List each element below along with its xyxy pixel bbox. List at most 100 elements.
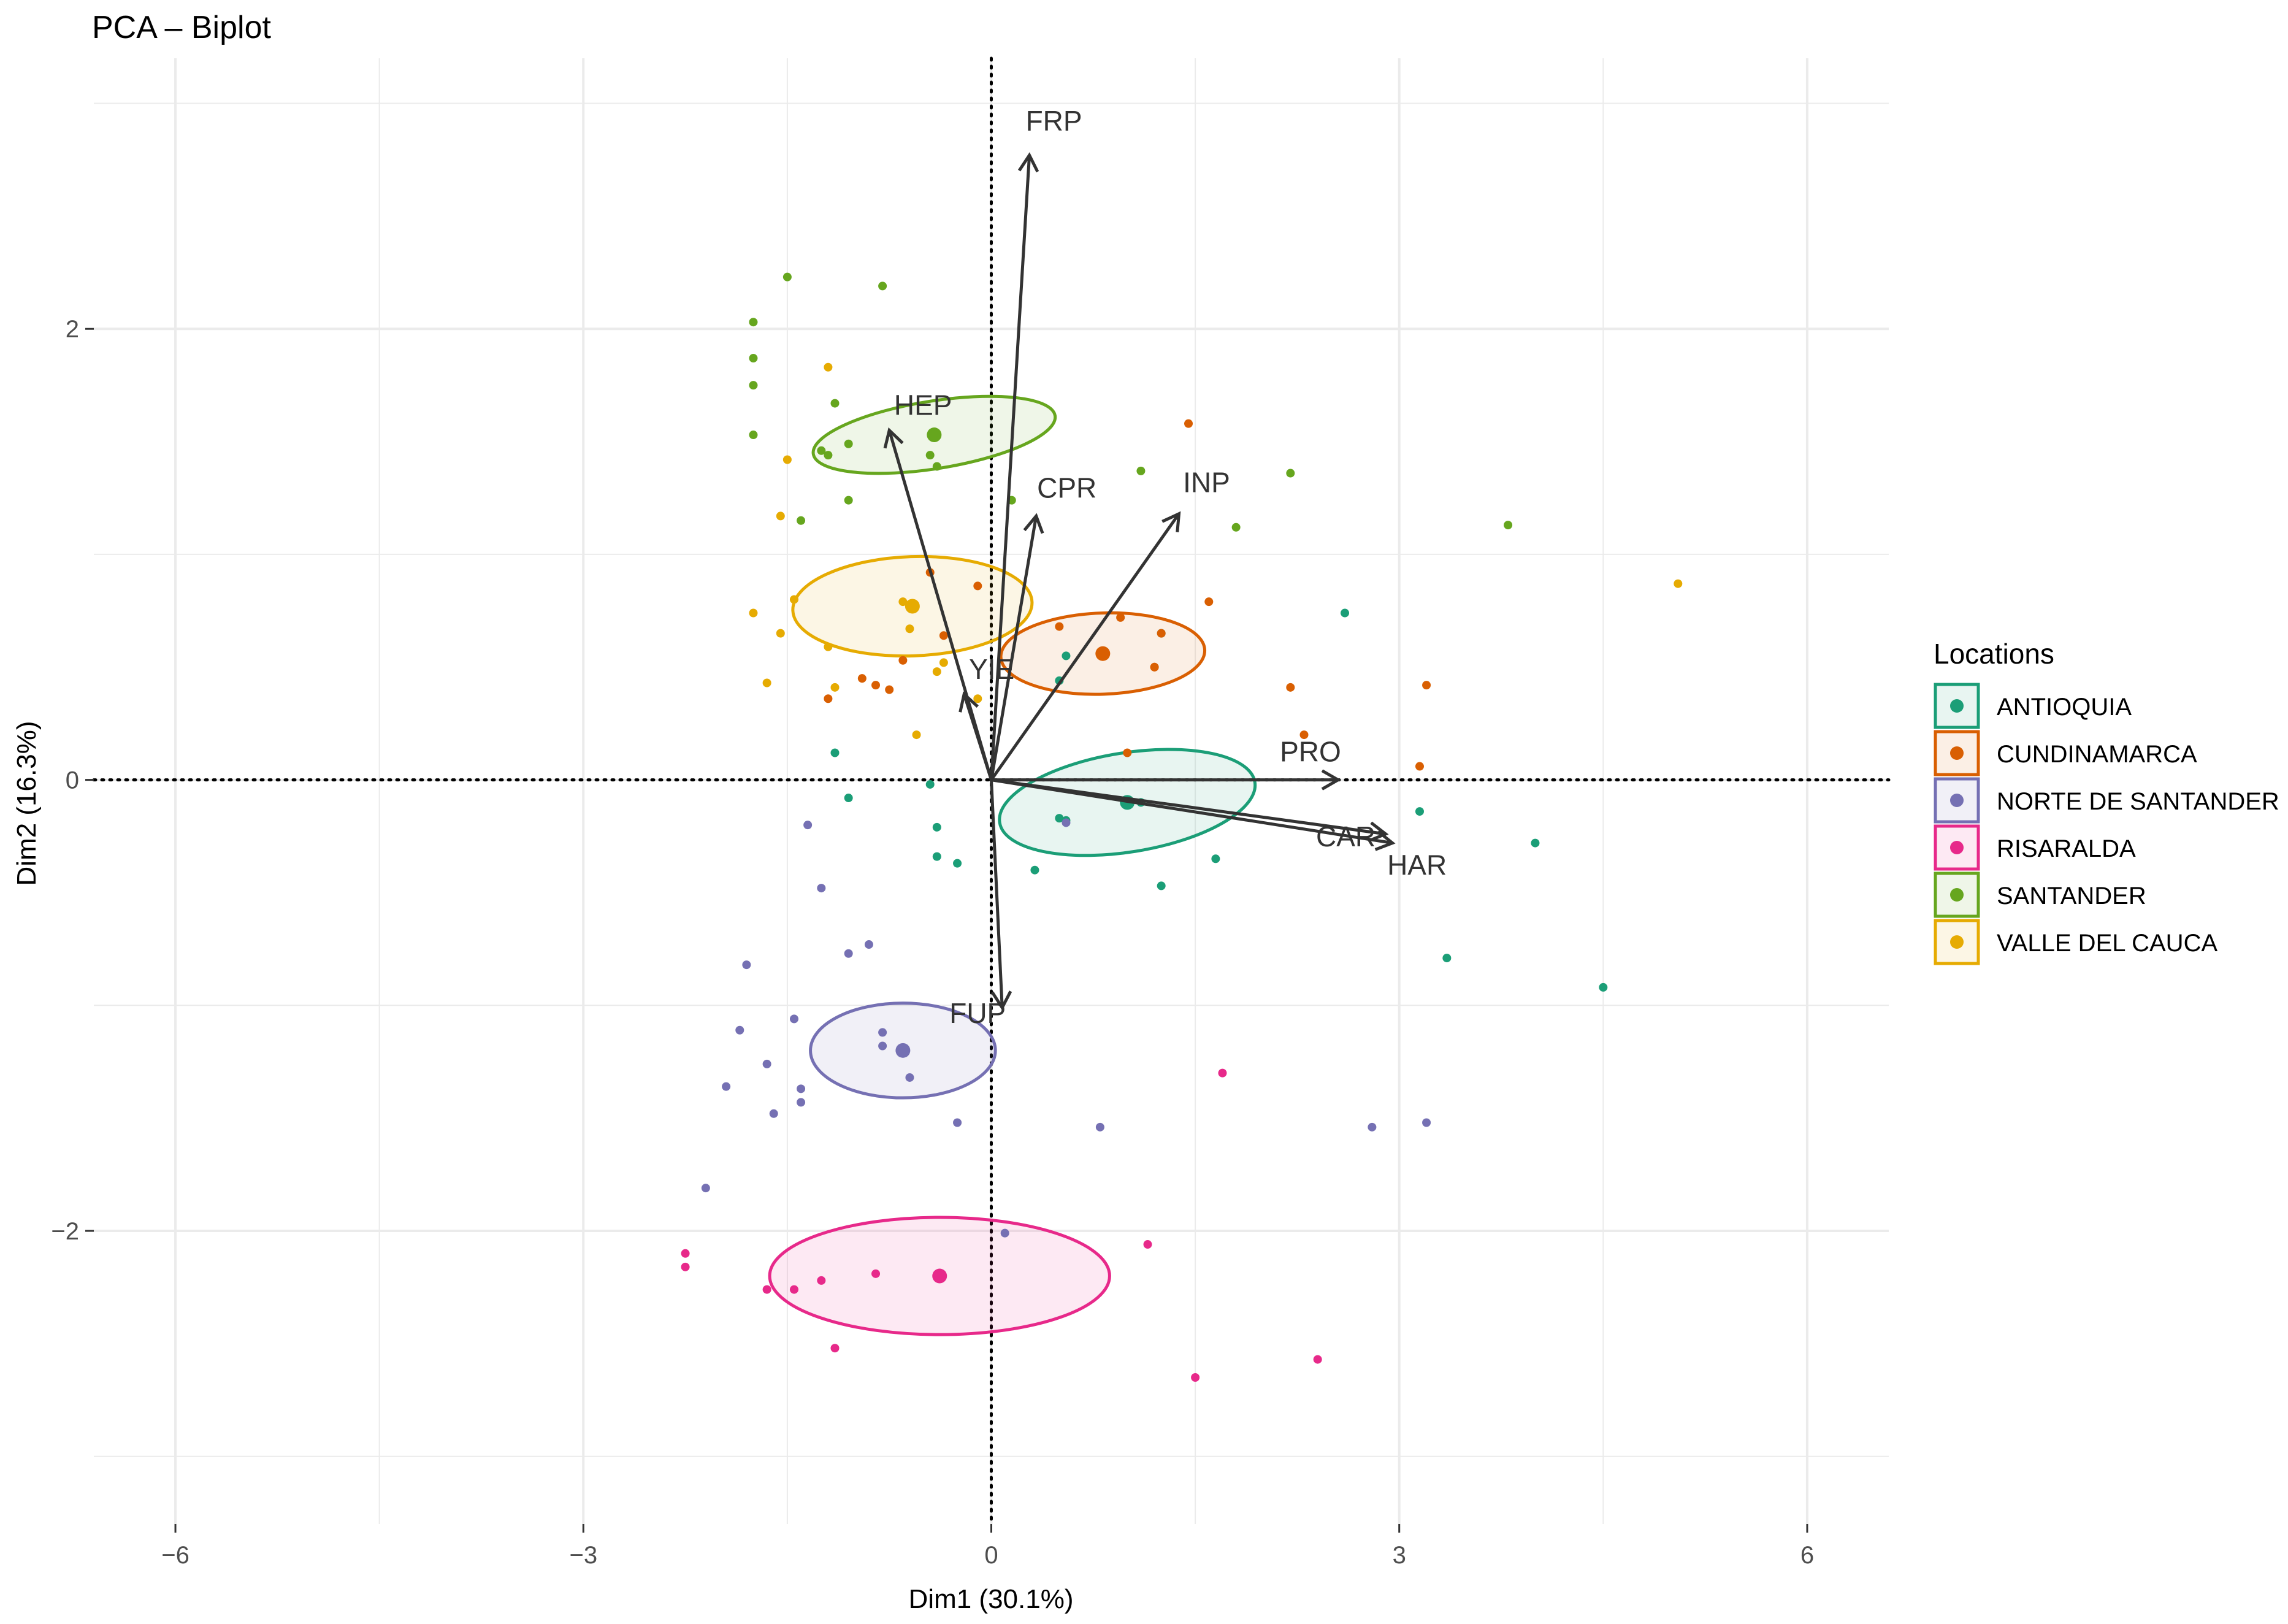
legend-label: RISARALDA — [1997, 835, 2136, 862]
point-SANTANDER — [844, 496, 853, 505]
legend-label: ANTIOQUIA — [1997, 694, 2132, 721]
point-SANTANDER — [824, 451, 833, 460]
arrow-FUP: FUP — [949, 779, 1012, 1029]
point-CUNDINAMARCA — [1286, 683, 1295, 692]
point-NORTE DE SANTANDER — [722, 1082, 731, 1091]
legend-key-dot — [1950, 746, 1964, 760]
point-RISARALDA — [789, 1285, 798, 1294]
arrow-head — [1374, 830, 1396, 851]
point-NORTE DE SANTANDER — [762, 1059, 771, 1068]
point-RISARALDA — [681, 1249, 690, 1258]
point-NORTE DE SANTANDER — [905, 1073, 914, 1082]
arrow-head — [1321, 769, 1341, 791]
x-axis-title: Dim1 (30.1%) — [909, 1584, 1074, 1614]
legend-key-dot — [1950, 699, 1964, 713]
point-CUNDINAMARCA — [939, 631, 948, 640]
arrow-head — [883, 427, 904, 449]
point-NORTE DE SANTANDER — [769, 1109, 778, 1118]
point-RISARALDA — [681, 1262, 690, 1271]
point-CUNDINAMARCA — [857, 674, 867, 683]
legend-key-dot — [1950, 794, 1964, 807]
point-NORTE DE SANTANDER — [803, 821, 813, 830]
centroid-RISARALDA — [932, 1268, 947, 1284]
legend-item-VALLE DEL CAUCA[interactable]: VALLE DEL CAUCA — [1934, 919, 2217, 965]
legend-key — [1934, 919, 1980, 965]
point-ANTIOQUIA — [844, 794, 853, 803]
point-CUNDINAMARCA — [1116, 613, 1125, 622]
point-NORTE DE SANTANDER — [878, 1028, 887, 1037]
point-RISARALDA — [1191, 1373, 1200, 1382]
y-tick-label: 0 — [66, 767, 79, 794]
point-SANTANDER — [817, 446, 826, 455]
arrow-label-HEP: HEP — [894, 389, 952, 421]
legend-item-CUNDINAMARCA[interactable]: CUNDINAMARCA — [1934, 730, 2197, 776]
individual-points — [681, 272, 1683, 1382]
arrow-shaft — [990, 515, 1038, 781]
point-SANTANDER — [830, 399, 840, 408]
arrow-PRO: PRO — [991, 736, 1341, 791]
arrow-head — [1161, 511, 1181, 532]
arrow-YIE: YIE — [958, 653, 1014, 781]
legend-item-RISARALDA[interactable]: RISARALDA — [1934, 824, 2136, 871]
arrow-HAR: HAR — [991, 778, 1447, 881]
point-NORTE DE SANTANDER — [735, 1025, 744, 1035]
legend-title: Locations — [1934, 638, 2054, 670]
arrow-head — [1023, 513, 1044, 534]
point-NORTE DE SANTANDER — [1422, 1118, 1431, 1127]
point-ANTIOQUIA — [1062, 651, 1071, 661]
legend-label: CUNDINAMARCA — [1997, 741, 2197, 768]
legend-key-dot — [1950, 935, 1964, 949]
point-VALLE DEL CAUCA — [762, 678, 771, 688]
chart-title: PCA – Biplot — [92, 10, 271, 45]
point-ANTIOQUIA — [1415, 807, 1424, 816]
point-RISARALDA — [817, 1276, 826, 1285]
point-VALLE DEL CAUCA — [782, 455, 792, 464]
point-ANTIOQUIA — [1341, 608, 1350, 618]
point-SANTANDER — [1136, 466, 1146, 475]
y-axis-title: Dim2 (16.3%) — [12, 721, 42, 886]
point-ANTIOQUIA — [1531, 838, 1540, 848]
point-SANTANDER — [749, 318, 758, 327]
point-RISARALDA — [1313, 1355, 1322, 1364]
point-ANTIOQUIA — [1055, 814, 1064, 823]
point-VALLE DEL CAUCA — [749, 608, 758, 618]
point-VALLE DEL CAUCA — [932, 667, 941, 676]
point-VALLE DEL CAUCA — [898, 597, 908, 607]
arrow-label-FRP: FRP — [1026, 105, 1082, 137]
point-SANTANDER — [925, 451, 935, 460]
point-SANTANDER — [1286, 469, 1295, 478]
point-SANTANDER — [878, 282, 887, 291]
point-SANTANDER — [844, 439, 853, 448]
legend-item-SANTANDER[interactable]: SANTANDER — [1934, 871, 2146, 918]
legend-key — [1934, 871, 1980, 918]
arrow-label-CPR: CPR — [1037, 472, 1096, 504]
point-ANTIOQUIA — [1211, 854, 1220, 864]
legend-item-ANTIOQUIA[interactable]: ANTIOQUIA — [1934, 683, 2132, 729]
point-RISARALDA — [830, 1344, 840, 1353]
point-CUNDINAMARCA — [1055, 622, 1064, 631]
x-tick-label: 6 — [1800, 1542, 1814, 1569]
point-VALLE DEL CAUCA — [905, 624, 914, 634]
centroid-SANTANDER — [927, 427, 942, 443]
arrow-label-YIE: YIE — [969, 653, 1014, 685]
x-tick-label: 0 — [984, 1542, 998, 1569]
arrow-FRP: FRP — [990, 105, 1082, 780]
point-CUNDINAMARCA — [871, 681, 881, 690]
variable-arrows: FRPHEPCPRINPYIEPROCARHARFUP — [883, 105, 1447, 1029]
point-ANTIOQUIA — [1030, 865, 1039, 875]
point-NORTE DE SANTANDER — [797, 1084, 806, 1094]
arrow-shaft — [962, 694, 993, 781]
point-CUNDINAMARCA — [1299, 730, 1309, 740]
point-NORTE DE SANTANDER — [817, 884, 826, 893]
point-CUNDINAMARCA — [885, 685, 894, 694]
arrow-CPR: CPR — [990, 472, 1096, 781]
arrow-label-INP: INP — [1183, 467, 1230, 499]
point-CUNDINAMARCA — [1123, 748, 1132, 757]
legend-item-NORTE DE SANTANDER[interactable]: NORTE DE SANTANDER — [1934, 777, 2279, 824]
legend-label: SANTANDER — [1997, 883, 2146, 910]
point-VALLE DEL CAUCA — [1674, 579, 1683, 588]
point-VALLE DEL CAUCA — [912, 730, 921, 740]
arrow-shaft — [990, 513, 1180, 781]
arrow-shaft — [990, 155, 1031, 780]
